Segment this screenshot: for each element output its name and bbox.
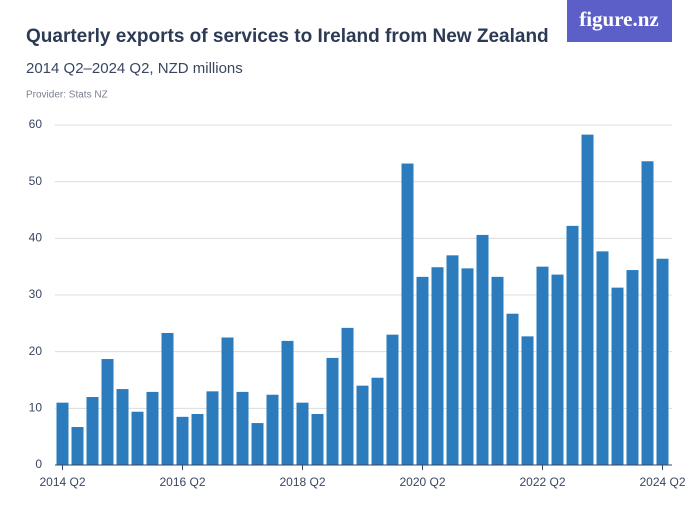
bar xyxy=(491,276,504,465)
x-tick-label: 2022 Q2 xyxy=(519,475,565,489)
bar xyxy=(71,427,84,465)
bar xyxy=(86,397,99,465)
bar xyxy=(536,266,549,465)
x-tick-label: 2016 Q2 xyxy=(159,475,205,489)
bar xyxy=(161,332,174,465)
x-tick-label: 2014 Q2 xyxy=(39,475,85,489)
bar xyxy=(401,163,414,466)
chart-title: Quarterly exports of services to Ireland… xyxy=(26,26,549,47)
bar xyxy=(476,234,489,465)
bar xyxy=(626,270,639,465)
bar xyxy=(581,134,594,465)
bar xyxy=(461,268,474,465)
x-tick-label: 2024 Q2 xyxy=(639,475,685,489)
bar xyxy=(131,411,144,465)
bar xyxy=(386,334,399,465)
bar xyxy=(101,359,114,465)
bar xyxy=(551,274,564,465)
bar xyxy=(311,414,324,465)
chart-subtitle: 2014 Q2–2024 Q2, NZD millions xyxy=(26,60,243,77)
bar xyxy=(416,276,429,465)
bar xyxy=(116,389,129,465)
bar xyxy=(431,267,444,465)
bar xyxy=(236,391,249,465)
bar xyxy=(641,161,654,465)
logo: figure.nz xyxy=(579,7,659,31)
x-tick-label: 2018 Q2 xyxy=(279,475,325,489)
bar xyxy=(596,251,609,465)
bar xyxy=(176,416,189,465)
bar xyxy=(266,394,279,465)
bar xyxy=(221,337,234,465)
bar xyxy=(506,313,519,465)
y-tick-label: 20 xyxy=(29,344,43,358)
y-tick-label: 50 xyxy=(29,174,43,188)
x-tick-label: 2020 Q2 xyxy=(399,475,445,489)
bar xyxy=(611,287,624,465)
y-tick-label: 10 xyxy=(29,401,43,415)
bar xyxy=(371,377,384,465)
bar xyxy=(656,258,669,465)
bar xyxy=(146,391,159,465)
y-tick-label: 40 xyxy=(29,231,43,245)
logo-box xyxy=(567,0,672,42)
bar xyxy=(341,327,354,465)
bar xyxy=(281,340,294,465)
y-tick-label: 0 xyxy=(35,457,42,471)
provider: Provider: Stats NZ xyxy=(26,90,108,101)
bar xyxy=(191,414,204,465)
bar xyxy=(521,336,534,465)
bar xyxy=(251,423,264,465)
bar xyxy=(296,402,309,465)
bar xyxy=(446,255,459,465)
y-tick-label: 60 xyxy=(29,117,43,131)
bar xyxy=(356,385,369,465)
bar xyxy=(326,357,339,465)
bar xyxy=(566,225,579,465)
y-tick-label: 30 xyxy=(29,287,43,301)
bar xyxy=(206,391,219,465)
bar xyxy=(56,402,69,465)
